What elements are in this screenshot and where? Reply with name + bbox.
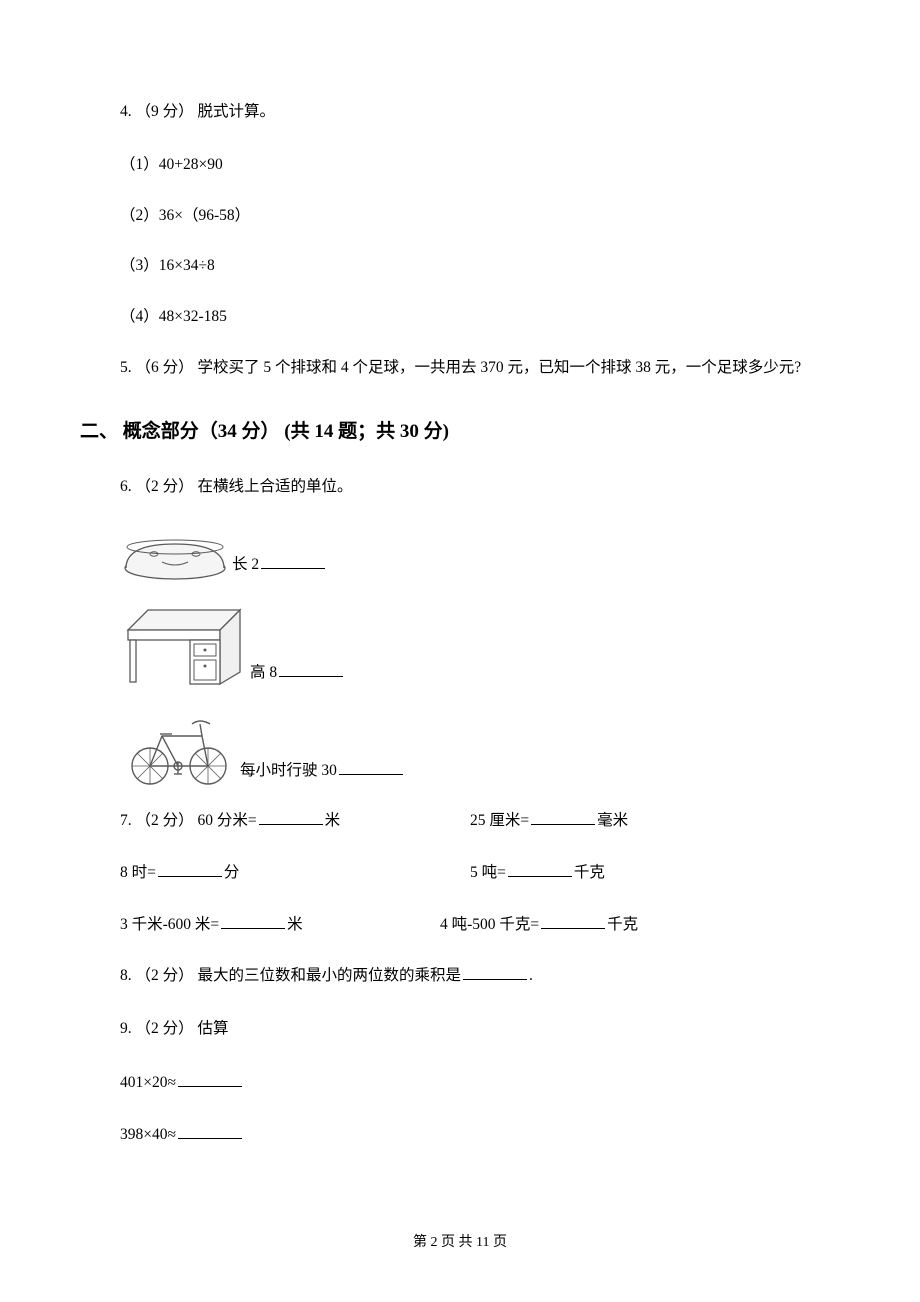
bicycle-icon <box>120 710 238 788</box>
q8-text: 最大的三位数和最小的两位数的乘积是 <box>198 967 462 984</box>
pencil-case-icon <box>120 528 230 582</box>
q9-item-2: 398×40≈ <box>120 1122 840 1148</box>
page: 4. （9 分） 脱式计算。 （1）40+28×90 （2）36×（96-58）… <box>0 0 920 1302</box>
q6: 6. （2 分） 在横线上合适的单位。 <box>120 475 840 500</box>
q7-row-1: 7. （2 分） 60 分米= 米 25 厘米= 毫米 <box>120 808 840 834</box>
q4: 4. （9 分） 脱式计算。 <box>120 100 840 125</box>
q7-r1-la: 60 分米= <box>198 812 257 829</box>
q9-title: 估算 <box>198 1020 229 1037</box>
q7-pts: （2 分） <box>136 812 194 829</box>
q4-item-3: （3）16×34÷8 <box>120 254 840 279</box>
q7-r2-ra: 5 吨= <box>470 864 506 881</box>
q6-number: 6. <box>120 478 132 495</box>
q9-number: 9. <box>120 1020 132 1037</box>
fill-blank[interactable] <box>279 660 343 677</box>
q8-pts: （2 分） <box>136 967 194 984</box>
q8: 8. （2 分） 最大的三位数和最小的两位数的乘积是. <box>120 963 840 989</box>
fill-blank[interactable] <box>178 1070 242 1087</box>
q9-pts: （2 分） <box>136 1020 194 1037</box>
fill-blank[interactable] <box>178 1122 242 1139</box>
q7-row-2: 8 时= 分 5 吨= 千克 <box>120 860 840 886</box>
q4-item-4: （4）48×32-185 <box>120 305 840 330</box>
q4-item-1: （1）40+28×90 <box>120 153 840 178</box>
q5-number: 5. <box>120 359 132 376</box>
q6-item-2-caption: 高 8 <box>250 660 345 690</box>
q7-r3-rb: 千克 <box>607 916 638 933</box>
q9-item-2-text: 398×40≈ <box>120 1126 176 1143</box>
fill-blank[interactable] <box>531 808 595 825</box>
q9-item-1: 401×20≈ <box>120 1070 840 1096</box>
fill-blank[interactable] <box>158 860 222 877</box>
q6-item-1-caption: 长 2 <box>232 552 327 582</box>
q7-r3-lb: 米 <box>287 916 303 933</box>
q7-r2-rb: 千克 <box>574 864 605 881</box>
q7-r1-ra: 25 厘米= <box>470 812 529 829</box>
q4-number: 4. <box>120 103 132 120</box>
q4-title: 脱式计算。 <box>198 103 276 120</box>
fill-blank[interactable] <box>508 860 572 877</box>
q6-item-1-text: 长 2 <box>232 556 259 573</box>
q9-item-1-text: 401×20≈ <box>120 1074 176 1091</box>
q4-pts: （9 分） <box>136 103 194 120</box>
q7-r1-rb: 毫米 <box>597 812 628 829</box>
q7-r3-ra: 4 吨-500 千克= <box>440 916 539 933</box>
fill-blank[interactable] <box>259 808 323 825</box>
q5-text: 学校买了 5 个排球和 4 个足球，一共用去 370 元，已知一个排球 38 元… <box>198 359 802 376</box>
fill-blank[interactable] <box>261 552 325 569</box>
q6-title: 在横线上合适的单位。 <box>198 478 353 495</box>
q7-r2-lb: 分 <box>224 864 240 881</box>
q7-row-3: 3 千米-600 米= 米 4 吨-500 千克= 千克 <box>120 912 840 938</box>
q6-item-2-text: 高 8 <box>250 664 277 681</box>
q5-pts: （6 分） <box>136 359 194 376</box>
q6-item-1: 长 2 <box>120 528 840 582</box>
desk-icon <box>120 602 248 690</box>
q6-item-3: 每小时行驶 30 <box>120 710 840 788</box>
q7-r2-la: 8 时= <box>120 864 156 881</box>
q9: 9. （2 分） 估算 <box>120 1017 840 1042</box>
q8-number: 8. <box>120 967 132 984</box>
fill-blank[interactable] <box>339 758 403 775</box>
fill-blank[interactable] <box>463 963 527 980</box>
q6-pts: （2 分） <box>136 478 194 495</box>
q4-item-2: （2）36×（96-58） <box>120 204 840 229</box>
fill-blank[interactable] <box>541 912 605 929</box>
q7-r3-la: 3 千米-600 米= <box>120 916 219 933</box>
q6-item-2: 高 8 <box>120 602 840 690</box>
section-2-heading: 二、 概念部分（34 分） (共 14 题；共 30 分) <box>80 417 840 447</box>
q6-item-3-caption: 每小时行驶 30 <box>240 758 405 788</box>
fill-blank[interactable] <box>221 912 285 929</box>
q6-item-3-text: 每小时行驶 30 <box>240 762 337 779</box>
page-footer: 第 2 页 共 11 页 <box>0 1232 920 1254</box>
q7-r1-lb: 米 <box>325 812 341 829</box>
q5: 5. （6 分） 学校买了 5 个排球和 4 个足球，一共用去 370 元，已知… <box>120 356 840 381</box>
q8-tail: . <box>529 967 533 984</box>
q7-number: 7. <box>120 812 132 829</box>
